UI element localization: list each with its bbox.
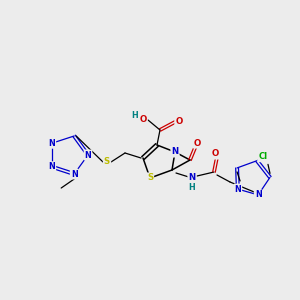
- Text: N: N: [85, 151, 92, 160]
- Text: H: H: [189, 182, 195, 191]
- Text: S: S: [147, 173, 153, 182]
- Text: S: S: [104, 158, 110, 166]
- Text: O: O: [176, 118, 183, 127]
- Text: N: N: [48, 139, 55, 148]
- Text: N: N: [171, 148, 178, 157]
- Text: N: N: [188, 173, 196, 182]
- Text: N: N: [234, 184, 241, 194]
- Text: N: N: [48, 162, 55, 171]
- Text: N: N: [71, 169, 78, 178]
- Text: N: N: [255, 190, 262, 200]
- Text: O: O: [194, 139, 201, 148]
- Text: Cl: Cl: [258, 152, 268, 161]
- Text: O: O: [212, 149, 219, 158]
- Text: O: O: [140, 116, 147, 124]
- Text: H: H: [132, 112, 138, 121]
